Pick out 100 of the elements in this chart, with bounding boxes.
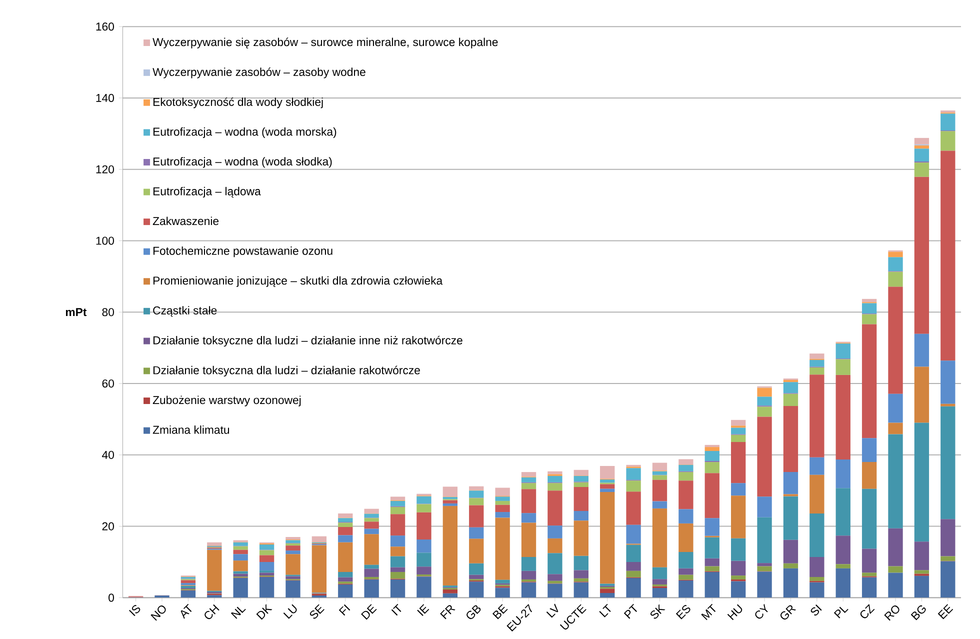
bar <box>521 477 536 482</box>
bar <box>495 500 510 505</box>
legend-label: Zakwaszenie <box>152 216 219 225</box>
bar <box>600 592 615 598</box>
bar <box>678 552 694 568</box>
bar <box>783 394 798 406</box>
x-tick-label: IT <box>391 604 402 616</box>
bar <box>836 564 850 568</box>
bar <box>730 495 746 538</box>
bar <box>286 580 300 598</box>
x-tick-label: LV <box>546 603 558 618</box>
bar <box>338 526 353 535</box>
bar <box>888 286 903 394</box>
bar <box>783 496 798 540</box>
bar <box>940 561 956 598</box>
bar <box>810 576 824 581</box>
bar <box>862 298 877 302</box>
legend-label: Cząstki stałe <box>153 306 217 316</box>
x-tick-label: NL <box>230 606 246 619</box>
bar <box>364 564 379 569</box>
bar <box>312 536 327 542</box>
x-tick-label: SK <box>650 604 666 618</box>
bar <box>626 562 641 571</box>
bar <box>574 476 588 482</box>
bar <box>914 148 930 162</box>
x-tick-label: IE <box>417 604 430 616</box>
bar <box>416 504 432 512</box>
bar <box>180 590 196 598</box>
x-tick-label: AT <box>180 604 192 619</box>
bar <box>940 360 956 404</box>
bar <box>757 416 772 496</box>
bar <box>862 438 877 462</box>
bar <box>259 544 274 550</box>
bar <box>259 572 274 576</box>
bar <box>286 554 300 575</box>
bar <box>574 470 588 476</box>
x-tick-label: BG <box>910 605 926 620</box>
x-tick-label: RO <box>884 605 900 620</box>
x-tick-label: DK <box>256 604 272 620</box>
bar <box>810 360 824 367</box>
bar <box>338 534 353 542</box>
bar <box>888 572 903 598</box>
bar <box>416 496 432 504</box>
bar <box>390 535 406 546</box>
bar <box>207 542 222 546</box>
bar <box>914 422 930 542</box>
bar <box>783 563 798 568</box>
bar <box>652 578 668 584</box>
bar <box>783 406 798 472</box>
bar <box>233 550 248 554</box>
bar <box>626 544 641 562</box>
bar <box>888 272 903 287</box>
bar <box>495 580 510 584</box>
bar <box>442 500 458 504</box>
bar <box>678 472 694 480</box>
bar <box>783 540 798 564</box>
bar <box>416 576 432 598</box>
legend-label: Eutrofizacja – lądowa <box>153 186 261 198</box>
bar <box>888 256 903 271</box>
bar <box>704 446 720 451</box>
bar <box>678 568 694 575</box>
bar <box>730 575 746 580</box>
bar <box>730 420 746 426</box>
bar <box>783 568 798 598</box>
bar <box>495 488 510 496</box>
bar <box>810 513 824 557</box>
x-tick-label: IS <box>129 604 140 616</box>
bar <box>704 566 720 572</box>
bar <box>626 468 641 480</box>
bar <box>574 520 588 556</box>
bar <box>233 546 248 550</box>
legend-label: Wyczerpywanie zasobów – zasoby wodne <box>152 67 366 78</box>
bar <box>521 582 536 598</box>
bar <box>469 527 484 539</box>
bar <box>286 536 300 540</box>
bar <box>940 404 956 406</box>
bar <box>940 113 956 130</box>
bar <box>652 471 668 475</box>
bar <box>233 571 248 574</box>
bar <box>678 480 694 509</box>
bar <box>678 508 694 524</box>
bar <box>286 540 300 543</box>
x-tick-label: CZ <box>860 604 875 618</box>
bar <box>757 566 772 572</box>
bar <box>495 517 510 580</box>
bar <box>548 574 562 581</box>
bar <box>338 584 353 598</box>
bar <box>862 577 877 598</box>
bar <box>810 374 824 458</box>
bar <box>469 498 484 505</box>
bar <box>548 552 562 574</box>
x-tick-label: NO <box>150 605 166 620</box>
bar <box>338 513 353 518</box>
x-tick-label: PL <box>834 606 848 618</box>
bar <box>600 466 615 479</box>
legend-label: Zubożenie warstwy ozonowej <box>152 395 301 406</box>
bar <box>836 374 850 460</box>
bar <box>914 366 930 423</box>
bar <box>626 480 641 492</box>
bar <box>259 562 274 570</box>
